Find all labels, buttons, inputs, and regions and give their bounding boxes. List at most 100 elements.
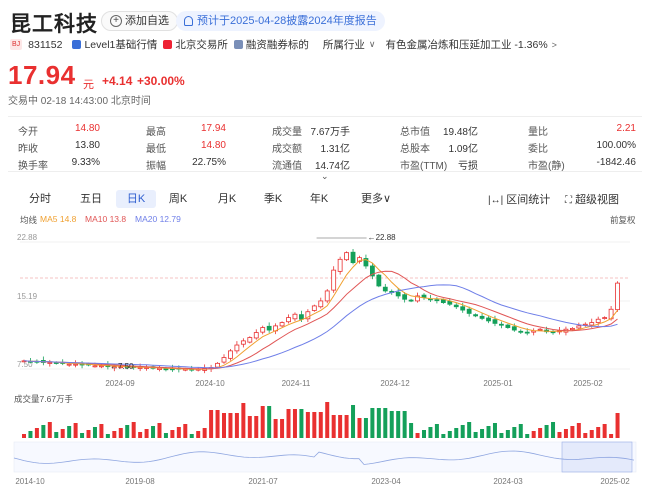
volume-bar — [499, 433, 504, 438]
candle-body — [569, 327, 575, 331]
level1-icon — [72, 40, 82, 49]
candle-body — [157, 367, 162, 370]
stat-label: 振幅 — [146, 161, 166, 172]
level1-label[interactable]: Level1基础行情 — [84, 39, 158, 51]
volume-bar — [273, 419, 278, 438]
volume-bar — [170, 430, 175, 438]
volume-bar — [376, 408, 381, 438]
tab-period[interactable]: 周K — [168, 193, 188, 205]
tab-period[interactable]: 年K — [309, 193, 329, 205]
add-watchlist-button[interactable]: + 添加自选 — [101, 11, 178, 31]
super-view-icon: ⛶ — [565, 195, 572, 206]
volume-bar — [486, 426, 491, 438]
current-price: 17.94 — [8, 60, 76, 90]
chevron-down-icon[interactable]: ∨ — [368, 39, 376, 49]
tab-period[interactable]: 季K — [263, 193, 283, 205]
volume-bar — [589, 430, 594, 438]
stat-value: 1.09亿 — [448, 144, 478, 155]
stat-label: 市盈(TTM) — [400, 161, 448, 172]
candle-body — [344, 252, 349, 261]
volume-bar — [441, 434, 446, 438]
stat-value: 9.33% — [71, 157, 100, 168]
candle-body — [299, 314, 304, 320]
x-tick-label: 2024-10 — [195, 379, 225, 388]
stat-label: 流通值 — [272, 161, 302, 172]
candle-body — [324, 290, 330, 302]
stat-label: 今开 — [18, 127, 38, 138]
adjust-mode[interactable]: 前复权 — [610, 215, 636, 225]
tab-period[interactable]: 五日 — [80, 193, 102, 205]
candle-body — [460, 306, 466, 311]
candle-body — [453, 304, 459, 308]
volume-bar — [202, 428, 207, 438]
volume-bar — [222, 413, 226, 438]
y-tick-label: 15.19 — [17, 292, 38, 301]
stat-label: 成交额 — [272, 144, 302, 155]
volume-label: 成交量7.67万手 — [14, 394, 74, 404]
ma10-legend: MA10 13.8 — [85, 214, 127, 224]
exchange-tag: BJ — [10, 39, 23, 50]
volume-bar — [428, 427, 433, 438]
range-stats-button[interactable]: |↔| 区间统计 — [488, 191, 550, 207]
candle-body — [499, 323, 504, 326]
volume-bar — [570, 426, 575, 438]
stock-code: 831152 — [28, 38, 63, 51]
chevron-right-icon[interactable]: > — [551, 39, 557, 50]
volume-bar — [138, 432, 143, 438]
volume-bar — [241, 403, 246, 438]
volume-bar — [409, 423, 414, 438]
candle-body — [99, 365, 104, 368]
stat-label: 最低 — [146, 144, 166, 155]
tab-period[interactable]: 月K — [217, 193, 237, 205]
volume-bar — [54, 432, 59, 438]
candle-body — [479, 315, 485, 319]
super-view-button[interactable]: ⛶ 超级视图 — [565, 191, 619, 207]
volume-bar — [583, 433, 588, 438]
volume-bar — [615, 413, 620, 438]
overview-x-tick: 2023-04 — [371, 477, 401, 486]
kline-chart[interactable]: 22.88 15.19 7.50 ←22.88 ←7.50 2024-09 2024-10 2… — [0, 226, 650, 492]
stat-label: 委比 — [528, 144, 548, 155]
volume-bar — [209, 410, 214, 438]
candle-body — [408, 299, 414, 302]
industry-value[interactable]: 有色金属冶炼和压延加工业 -1.36% — [385, 39, 548, 51]
volume-bar — [422, 430, 426, 438]
ma20-line — [23, 284, 618, 369]
volume-bar — [480, 429, 485, 438]
low-value-label: ←7.50 — [110, 362, 134, 371]
volume-bar — [80, 433, 85, 438]
volume-bar — [67, 426, 72, 438]
candle-body — [266, 325, 272, 331]
volume-bar — [176, 427, 181, 438]
super-view-label: 超级视图 — [575, 194, 620, 206]
tab-period[interactable]: 更多∨ — [360, 193, 392, 205]
volume-bar — [73, 423, 78, 438]
tab-period[interactable]: 日K — [116, 190, 156, 208]
volume-bar — [86, 430, 91, 438]
candle-body — [576, 325, 582, 329]
volume-bar — [247, 416, 252, 438]
tab-period[interactable]: 分时 — [29, 193, 51, 205]
candle-body — [402, 294, 408, 300]
stat-value: 19.48亿 — [442, 127, 478, 138]
candle-body — [247, 337, 253, 343]
report-notice[interactable]: 预计于2025-04-28披露2024年度报告 — [176, 11, 385, 31]
volume-bar — [402, 411, 407, 438]
volume-bar — [189, 434, 194, 438]
volume-bar — [292, 409, 297, 438]
volume-bar — [312, 412, 317, 438]
candle-body — [602, 317, 608, 319]
volume-bar — [280, 419, 285, 438]
volume-bar — [34, 428, 39, 438]
expand-stats-chevron-icon[interactable]: ⌄ — [321, 171, 329, 181]
stat-label: 市盈(静) — [528, 161, 565, 172]
volume-bar — [383, 408, 388, 438]
volume-bar — [454, 428, 459, 438]
candle-body — [221, 357, 227, 363]
candle-body — [473, 314, 479, 317]
stat-label: 量比 — [528, 127, 548, 138]
overview-line — [13, 450, 635, 465]
volume-bar — [460, 425, 465, 438]
volume-bar — [254, 416, 259, 438]
volume-bar — [260, 406, 265, 438]
